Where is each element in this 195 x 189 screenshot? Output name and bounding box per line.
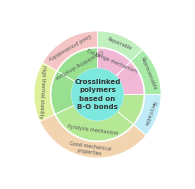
Wedge shape	[57, 48, 98, 81]
Text: Crosslinking structure: Crosslinking structure	[55, 47, 104, 79]
Wedge shape	[55, 105, 133, 141]
Text: Recyclable: Recyclable	[143, 100, 156, 127]
Wedge shape	[51, 71, 75, 114]
Text: Exchange mechanism: Exchange mechanism	[86, 48, 137, 74]
Text: Reprocessable: Reprocessable	[140, 56, 158, 91]
Wedge shape	[131, 50, 161, 94]
Wedge shape	[34, 63, 57, 121]
Text: High thermal stability: High thermal stability	[38, 65, 46, 118]
Wedge shape	[116, 62, 144, 94]
Wedge shape	[117, 94, 144, 124]
Wedge shape	[134, 94, 161, 135]
Circle shape	[72, 69, 123, 120]
Wedge shape	[43, 31, 98, 71]
Wedge shape	[98, 48, 130, 76]
Text: Good processability: Good processability	[48, 32, 92, 61]
Wedge shape	[40, 115, 146, 158]
Text: Good mechanical
properties: Good mechanical properties	[68, 141, 112, 158]
Text: Pyrolysis mechanism: Pyrolysis mechanism	[67, 124, 118, 136]
Text: Repairable: Repairable	[106, 36, 132, 51]
Wedge shape	[98, 31, 142, 61]
Text: Crosslinked
polymers
based on
B-O bonds: Crosslinked polymers based on B-O bonds	[74, 79, 121, 110]
